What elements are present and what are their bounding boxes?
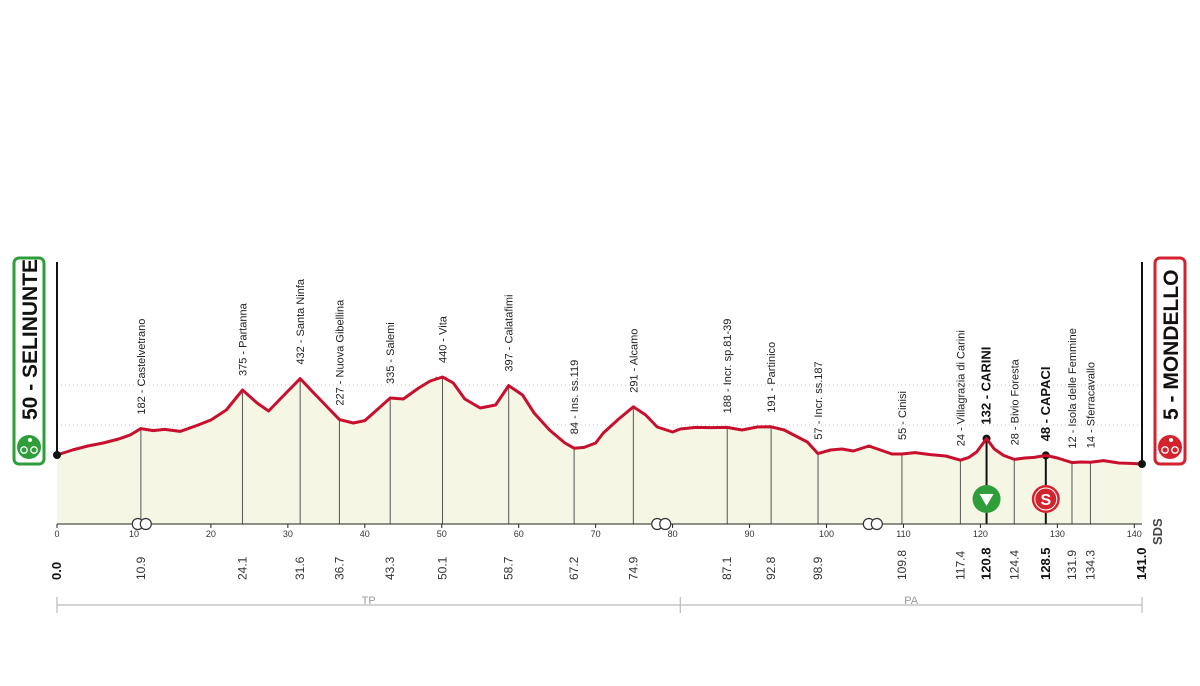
waypoint-label-16: 48 - CAPACI — [1038, 367, 1053, 442]
province-label-0: TP — [362, 595, 376, 607]
x-tick-label-60: 60 — [514, 529, 524, 539]
waypoint-label-8: 291 - Alcamo — [628, 329, 640, 393]
waypoint-label-15: 28 - Bivio Foresta — [1009, 358, 1021, 445]
waypoint-label-4: 335 - Salemi — [385, 322, 397, 384]
km-label-11: 92.8 — [764, 556, 778, 580]
finish-bike-wheel-a — [1161, 446, 1169, 454]
x-tick-label-110: 110 — [896, 529, 910, 539]
province-label-1: PA — [904, 595, 919, 607]
km-label-18: 131.9 — [1065, 550, 1079, 580]
km-label-1: 10.9 — [134, 556, 148, 580]
intermediate-sprint-triangle-icon — [979, 494, 994, 506]
km-label-13: 109.8 — [895, 550, 909, 580]
waypoint-label-10: 191 - Partinico — [766, 342, 778, 413]
waypoint-label-5: 440 - Vita — [438, 315, 450, 363]
waypoint-label-12: 55 - Cinisi — [897, 391, 909, 440]
waypoint-label-9: 188 - Incr. sp.81-39 — [722, 319, 734, 414]
start-dot — [53, 451, 61, 459]
waypoint-label-0: 182 - Castelvetrano — [136, 319, 148, 415]
finish-bike-rider — [1169, 438, 1173, 442]
special-sprint-ring — [1034, 487, 1058, 511]
finish-dot — [1138, 460, 1146, 468]
start-bike-wheel-b — [30, 446, 38, 454]
waypoint-label-6: 397 - Calatafimi — [504, 295, 516, 372]
x-tick-label-130: 130 — [1050, 529, 1065, 539]
km-label-17: 128.5 — [1038, 547, 1053, 580]
profile-area — [57, 377, 1142, 524]
km-label-9: 74.9 — [626, 556, 640, 580]
x-tick-label-100: 100 — [819, 529, 834, 539]
km-label-2: 24.1 — [235, 556, 249, 580]
km-label-14: 117.4 — [953, 551, 967, 580]
finish-bike-wheel-b — [1171, 446, 1179, 454]
x-tick-label-10: 10 — [129, 529, 139, 539]
waypoint-label-7: 84 - Ins. ss.119 — [569, 360, 581, 434]
km-label-4: 36.7 — [332, 556, 346, 580]
x-tick-label-50: 50 — [437, 529, 447, 539]
km-label-12: 98.9 — [811, 556, 825, 580]
sprint-markers: S — [972, 485, 1060, 513]
waypoint-label-2: 432 - Santa Ninfa — [295, 278, 307, 364]
province-bar: TP PA — [56, 595, 1143, 613]
waypoint-label-3: 227 - Nuova Gibellina — [334, 299, 346, 406]
waypoint-label-18: 14 - Sferracavallo — [1085, 362, 1097, 448]
x-tick-label-80: 80 — [668, 529, 678, 539]
km-label-6: 50.1 — [436, 556, 450, 580]
special-sprint-symbol: S — [1040, 492, 1051, 509]
x-tick-label-20: 20 — [206, 529, 216, 539]
x-tick-label-40: 40 — [360, 529, 370, 539]
km-label-0: 0.0 — [49, 562, 64, 580]
x-tick-label-0: 0 — [54, 529, 59, 539]
waypoint-label-14: 132 - CARINI — [979, 347, 994, 425]
x-tick-label-70: 70 — [591, 529, 601, 539]
profile-line — [55, 375, 1144, 466]
finish-box — [1153, 256, 1187, 466]
km-label-5: 43.3 — [383, 556, 397, 580]
km-label-7: 58.7 — [502, 556, 516, 580]
tunnel-icon-b-2 — [870, 517, 883, 531]
start-bike-rider — [28, 438, 32, 442]
waypoint-label-11: 57 - Incr. ss.187 — [813, 361, 825, 439]
x-tick-label-140: 140 — [1127, 529, 1142, 539]
start-finish-boxes: 50 - SELINUNTE 5 - MONDELLO — [12, 256, 1187, 468]
km-label-3: 31.6 — [293, 556, 307, 580]
km-label-19: 134.3 — [1083, 550, 1097, 580]
waypoint-label-13: 24 - Villagrazia di Carini — [955, 330, 967, 446]
km-label-20: 141.0 — [1134, 547, 1149, 580]
km-label-15: 120.8 — [979, 547, 994, 580]
start-label: 50 - SELINUNTE — [19, 259, 42, 420]
km-label-16: 124.4 — [1007, 550, 1021, 580]
distance-axis: 0 10 20 30 40 50 60 70 80 90 100 110 120 130 140 — [54, 517, 1142, 539]
km-labels: 0.0 10.9 24.1 31.6 36.7 43.3 50.1 58.7 67.2 74.9 8… — [49, 547, 1149, 580]
x-tick-label-120: 120 — [973, 529, 988, 539]
finish-label: 5 - MONDELLO — [1160, 270, 1183, 421]
km-label-10: 87.1 — [720, 556, 734, 580]
x-tick-label-90: 90 — [745, 529, 755, 539]
waypoint-label-17: 12 - Isola delle Femmine — [1067, 328, 1079, 448]
tunnel-icon-b-1 — [659, 517, 672, 531]
km-label-8: 67.2 — [567, 556, 581, 580]
tunnel-icon-b-0 — [139, 517, 152, 531]
special-sprint-marker — [1031, 485, 1060, 513]
waypoint-label-1: 375 - Partanna — [237, 302, 249, 376]
sds-logo: SDS — [1150, 518, 1165, 545]
waypoint-labels: 182 - Castelvetrano 375 - Partanna 432 - S… — [136, 278, 1098, 448]
start-box — [12, 256, 46, 466]
start-bike-wheel-a — [20, 446, 28, 454]
x-tick-label-30: 30 — [283, 529, 293, 539]
